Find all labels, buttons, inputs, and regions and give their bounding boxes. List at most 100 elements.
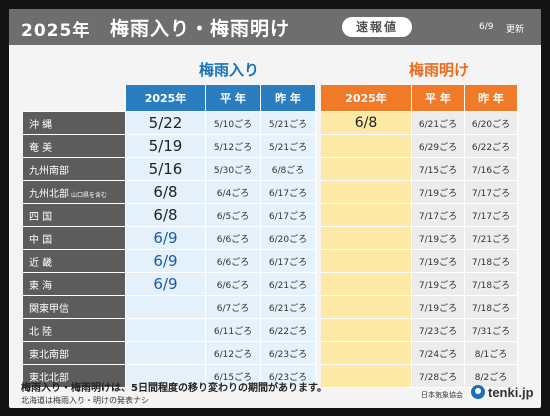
region-label: 奄 美 [23,135,126,158]
ake-normal-cell: 7/19ごろ [412,250,465,273]
iri-normal-cell: 6/4ごろ [206,181,261,204]
iri-last-cell: 6/23ごろ [261,342,316,365]
table-body: 沖 縄 5/22 5/10ごろ 5/21ごろ 6/8 6/21ごろ 6/20ごろ 奄 美 5/… [23,112,518,388]
iri-current-cell: 6/9 [126,250,206,273]
update-date: 6/9 [479,22,494,32]
col-header-ake-normal: 平 年 [412,85,465,112]
region-label: 九州南部 [23,158,126,181]
table-row: 四 国 6/8 6/5ごろ 6/17ごろ 7/17ごろ 7/17ごろ [23,204,518,227]
col-header-ake-current: 2025年 [321,85,412,112]
forecast-card: 2025年 梅雨入り・梅雨明け 速報値 6/9 更新 梅雨入り 梅雨明け 202… [9,9,541,408]
ake-last-cell: 7/17ごろ [465,181,518,204]
table-row: 中 国 6/9 6/6ごろ 6/20ごろ 7/19ごろ 7/21ごろ [23,227,518,250]
ake-current-cell [321,158,412,181]
ake-last-cell: 6/20ごろ [465,112,518,135]
col-header-iri-last: 昨 年 [261,85,316,112]
region-name: 東北南部 [29,349,69,361]
iri-normal-cell: 6/6ごろ [206,227,261,250]
region-name: 四 国 [29,211,53,223]
region-label: 東北南部 [23,342,126,365]
ake-normal-cell: 7/19ごろ [412,227,465,250]
iri-normal-cell: 5/12ごろ [206,135,261,158]
tenki-logo: tenki.jp [471,383,534,401]
iri-current-cell [126,365,206,388]
ake-last-cell: 7/18ごろ [465,273,518,296]
table-row: 東北南部 6/12ごろ 6/23ごろ 7/24ごろ 8/1ごろ [23,342,518,365]
ake-last-cell: 8/2ごろ [465,365,518,388]
region-label: 九州北部 山口県を含む [23,181,126,204]
ake-last-cell: 7/18ごろ [465,296,518,319]
iri-last-cell: 6/8ごろ [261,158,316,181]
table-row: 北 陸 6/11ごろ 6/22ごろ 7/23ごろ 7/31ごろ [23,319,518,342]
ake-normal-cell: 7/19ごろ [412,296,465,319]
region-name: 東北北部 [29,372,69,384]
iri-normal-cell: 6/5ごろ [206,204,261,227]
iri-current-cell: 5/16 [126,158,206,181]
page-title: 梅雨入り・梅雨明け [110,18,291,40]
table-row: 沖 縄 5/22 5/10ごろ 5/21ごろ 6/8 6/21ごろ 6/20ごろ [23,112,518,135]
ake-last-cell: 7/17ごろ [465,204,518,227]
region-label: 東北北部 [23,365,126,388]
ake-normal-cell: 7/28ごろ [412,365,465,388]
region-label: 沖 縄 [23,112,126,135]
table-row: 九州北部 山口県を含む 6/8 6/4ごろ 6/17ごろ 7/19ごろ 7/17ごろ [23,181,518,204]
iri-normal-cell: 6/11ごろ [206,319,261,342]
region-name: 東 海 [29,280,53,292]
tenki-logo-icon [471,385,485,399]
col-header-ake-last: 昨 年 [465,85,518,112]
iri-current-cell: 6/8 [126,181,206,204]
header-blank [23,85,126,112]
iri-normal-cell: 6/6ごろ [206,250,261,273]
iri-normal-cell: 6/15ごろ [206,365,261,388]
col-header-iri-current: 2025年 [126,85,206,112]
table-row: 近 畿 6/9 6/6ごろ 6/17ごろ 7/19ごろ 7/18ごろ [23,250,518,273]
ake-current-cell [321,342,412,365]
ake-normal-cell: 7/19ごろ [412,273,465,296]
region-label: 東 海 [23,273,126,296]
table-row: 東 海 6/9 6/6ごろ 6/21ごろ 7/19ごろ 7/18ごろ [23,273,518,296]
update-label: 更新 [506,25,525,35]
region-name: 沖 縄 [29,119,53,131]
table-row: 関東甲信 6/7ごろ 6/21ごろ 7/19ごろ 7/18ごろ [23,296,518,319]
ake-current-cell [321,296,412,319]
region-name: 北 陸 [29,326,53,338]
ake-last-cell: 7/16ごろ [465,158,518,181]
ake-last-cell: 8/1ごろ [465,342,518,365]
iri-normal-cell: 6/6ごろ [206,273,261,296]
iri-last-cell: 6/23ごろ [261,365,316,388]
logo-text: tenki.jp [488,384,534,400]
iri-last-cell: 6/22ごろ [261,319,316,342]
footer-sub-note: 北海道は梅雨入り・明けの発表ナシ [21,396,149,405]
ake-normal-cell: 6/21ごろ [412,112,465,135]
status-badge: 速報値 [342,17,412,37]
table-header-row: 2025年 平 年 昨 年 2025年 平 年 昨 年 [23,85,518,112]
ake-normal-cell: 7/24ごろ [412,342,465,365]
region-name: 奄 美 [29,142,53,154]
table-row: 奄 美 5/19 5/12ごろ 5/21ごろ 6/29ごろ 6/22ごろ [23,135,518,158]
col-header-iri-normal: 平 年 [206,85,261,112]
iri-current-cell: 5/19 [126,135,206,158]
region-label: 四 国 [23,204,126,227]
iri-normal-cell: 6/7ごろ [206,296,261,319]
ake-current-cell [321,319,412,342]
region-name: 中 国 [29,234,53,246]
ake-current-cell [321,227,412,250]
rainy-season-table: 2025年 平 年 昨 年 2025年 平 年 昨 年 沖 縄 5/22 5/10ご… [23,85,518,388]
group-title-tsuyuake: 梅雨明け [408,61,469,79]
iri-last-cell: 6/21ごろ [261,296,316,319]
association-name: 日本気象協会 [421,391,463,399]
ake-current-cell [321,181,412,204]
title-bar: 2025年 梅雨入り・梅雨明け 速報値 6/9 更新 [9,9,541,45]
group-title-tsuyuiri: 梅雨入り [198,61,259,79]
iri-normal-cell: 5/30ごろ [206,158,261,181]
iri-current-cell [126,342,206,365]
ake-last-cell: 7/18ごろ [465,250,518,273]
iri-last-cell: 6/17ごろ [261,250,316,273]
iri-current-cell: 6/8 [126,204,206,227]
region-label: 近 畿 [23,250,126,273]
iri-last-cell: 6/21ごろ [261,273,316,296]
ake-current-cell: 6/8 [321,112,412,135]
region-name: 九州北部 [29,188,69,200]
iri-last-cell: 5/21ごろ [261,135,316,158]
region-label: 中 国 [23,227,126,250]
